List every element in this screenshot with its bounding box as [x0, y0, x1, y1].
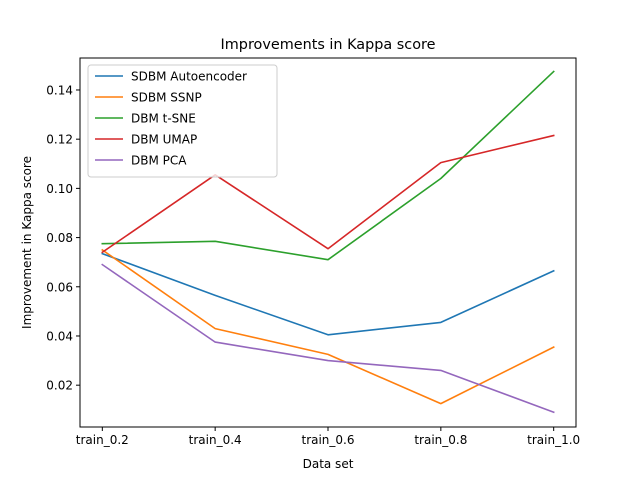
legend-box: [87, 64, 278, 178]
x-axis: train_0.2 train_0.4 train_0.6 train_0.8 trai…: [76, 427, 580, 447]
y-axis-label: Improvement in Kappa score: [20, 156, 34, 329]
y-tick-label: 0.04: [46, 329, 73, 343]
legend: SDBM Autoencoder SDBM SSNP DBM t-SNE DBM UM…: [87, 64, 278, 178]
legend-label: DBM t-SNE: [131, 112, 196, 126]
x-tick-label: train_1.0: [527, 433, 580, 447]
x-axis-label: Data set: [303, 457, 354, 471]
y-tick-label: 0.12: [46, 133, 73, 147]
series-line-3: [101, 134, 555, 254]
legend-label: DBM PCA: [131, 154, 187, 168]
legend-label: SDBM Autoencoder: [131, 70, 247, 84]
y-tick-label: 0.08: [46, 231, 73, 245]
series-line-4: [101, 263, 555, 414]
series-line-0: [101, 252, 555, 336]
x-tick-label: train_0.8: [414, 433, 467, 447]
x-tick-label: train_0.6: [301, 433, 354, 447]
x-tick-label: train_0.2: [76, 433, 129, 447]
series-lines: [101, 70, 555, 414]
y-tick-label: 0.14: [46, 83, 73, 97]
y-tick-label: 0.02: [46, 379, 73, 393]
series-line-2: [101, 70, 555, 261]
y-tick-label: 0.06: [46, 280, 73, 294]
y-tick-label: 0.10: [46, 182, 73, 196]
x-tick-label: train_0.4: [189, 433, 242, 447]
legend-label: SDBM SSNP: [131, 91, 202, 105]
y-axis: 0.02 0.04 0.06 0.08 0.10 0.12 0.14: [46, 83, 80, 393]
series-line-1: [101, 248, 555, 405]
legend-label: DBM UMAP: [131, 133, 197, 147]
plot-frame: [79, 57, 577, 428]
chart-title: Improvements in Kappa score: [221, 37, 436, 53]
